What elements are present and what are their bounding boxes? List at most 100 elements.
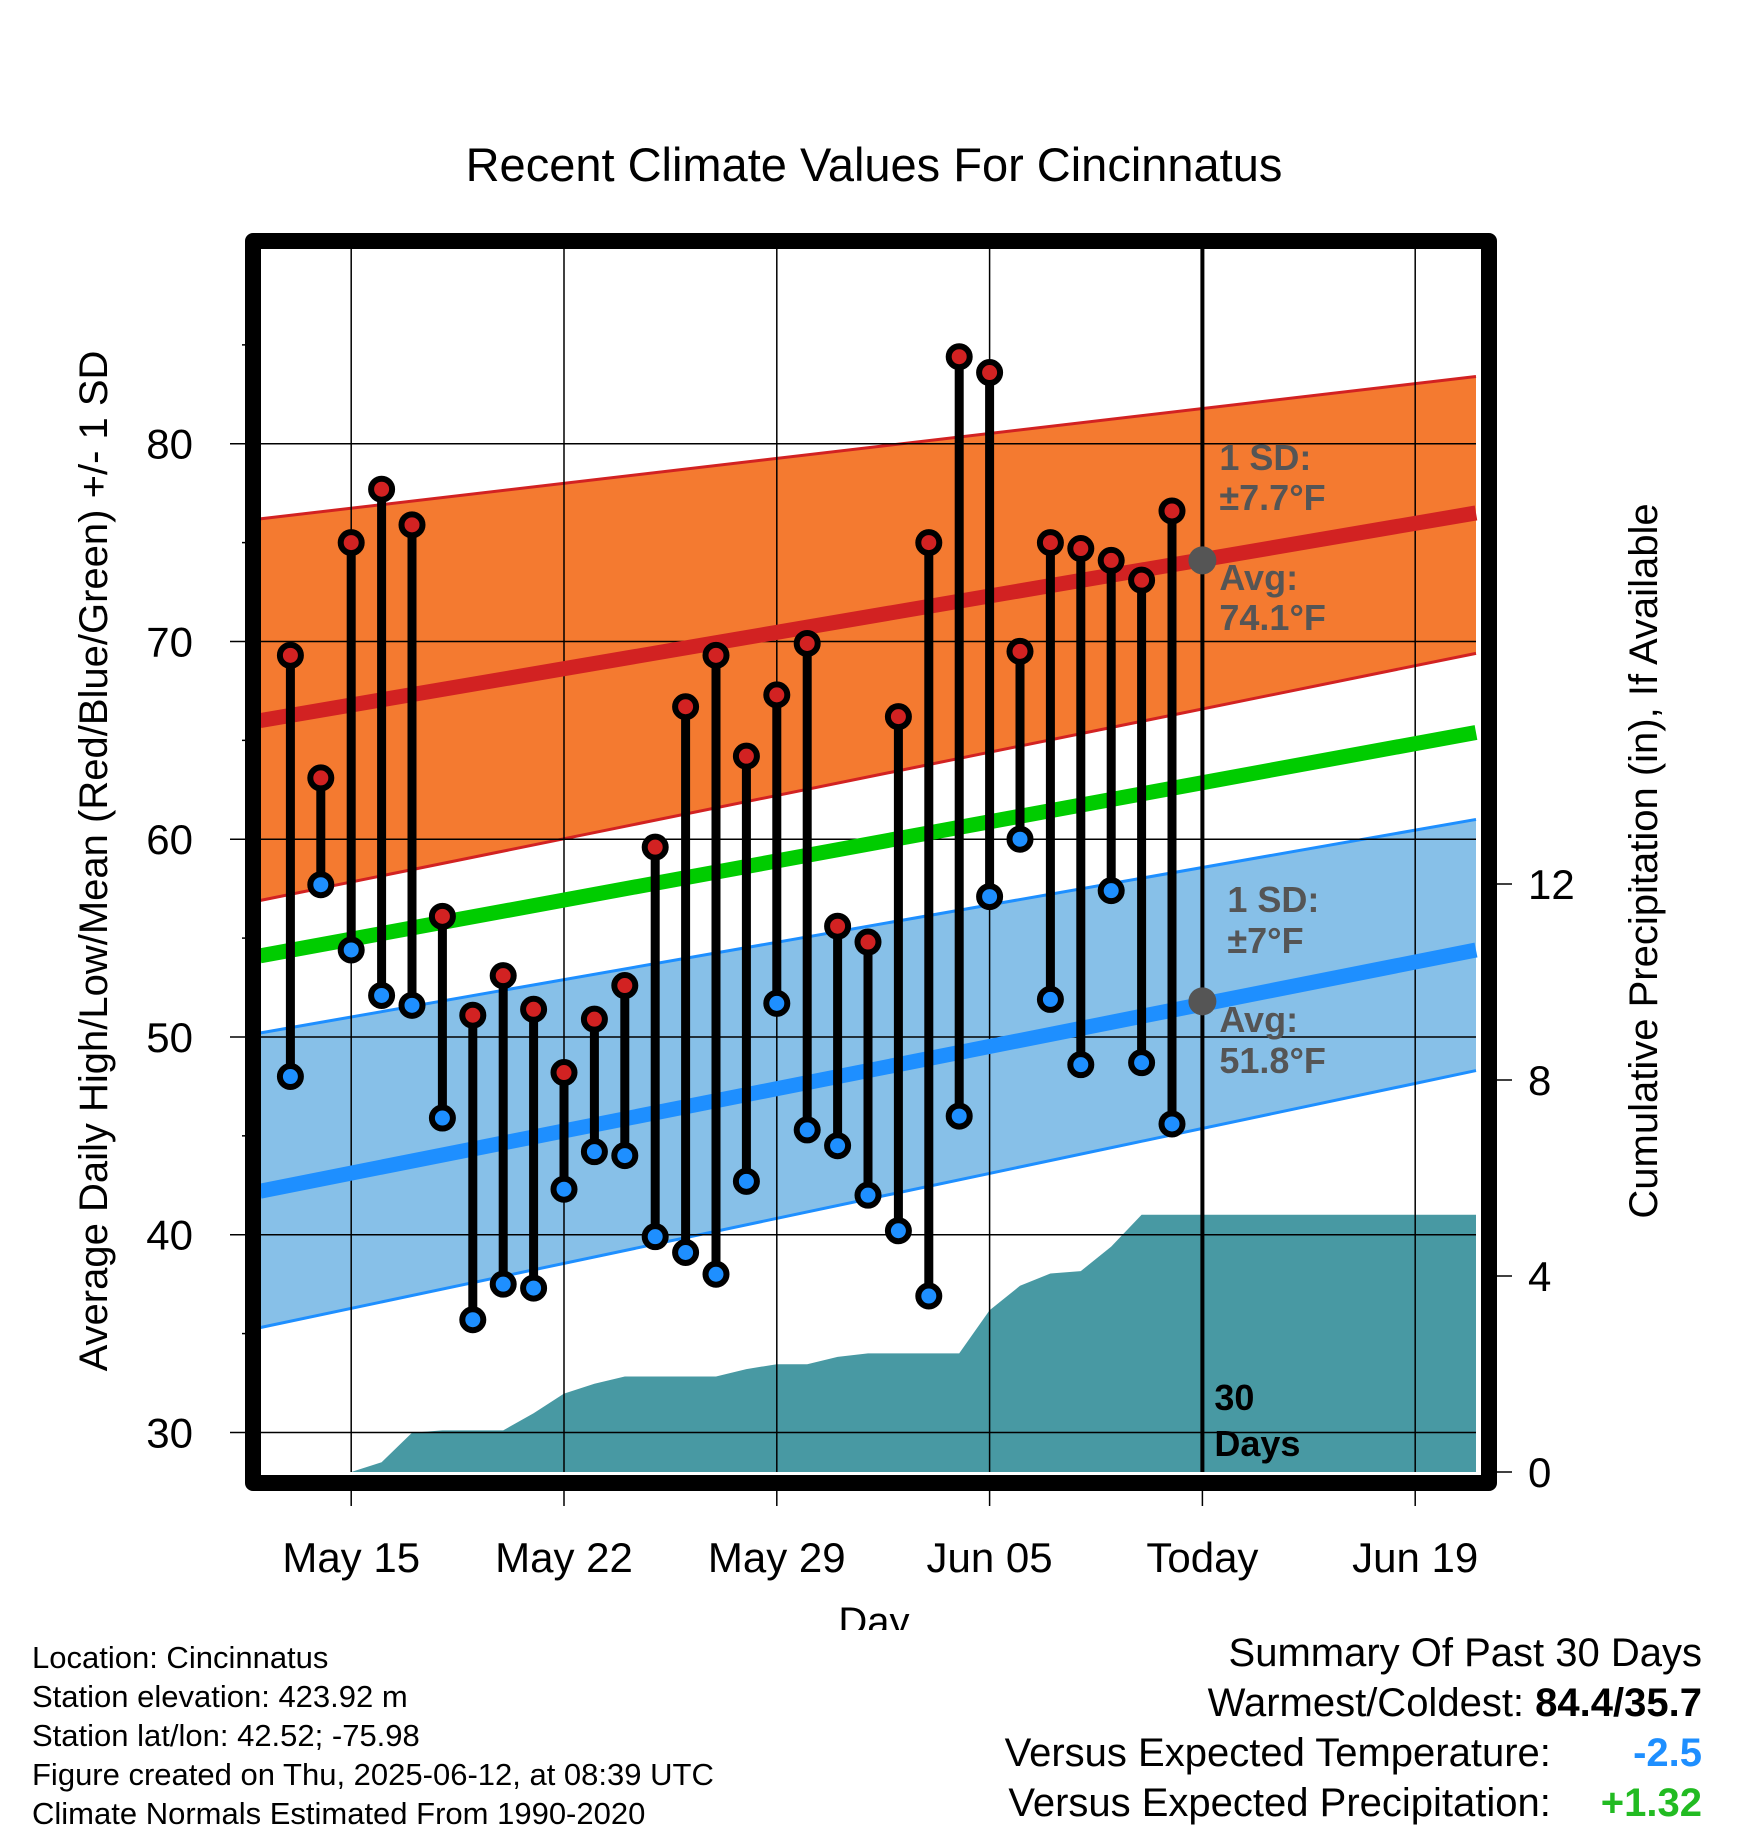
low-point bbox=[1006, 825, 1034, 853]
y-tick-label: 50 bbox=[146, 1014, 193, 1061]
daily-points bbox=[276, 343, 1186, 1334]
summary-precip-value: +1.32 bbox=[1600, 1781, 1702, 1825]
low-point bbox=[976, 883, 1004, 911]
low-point bbox=[307, 871, 335, 899]
high-point bbox=[854, 928, 882, 956]
axes: 30 40 50 60 70 80 0 4 8 12 May 15 May 22 May 29 Jun 0… bbox=[146, 233, 1575, 1581]
high-point bbox=[428, 902, 456, 930]
x-axis-label: Day bbox=[838, 1600, 909, 1630]
low-point bbox=[1067, 1051, 1095, 1079]
low-point bbox=[368, 981, 396, 1009]
high-point bbox=[1006, 637, 1034, 665]
high-point bbox=[368, 475, 396, 503]
low-point bbox=[1128, 1049, 1156, 1077]
y-tick-label: 70 bbox=[146, 618, 193, 665]
low-point bbox=[520, 1274, 548, 1302]
low-point bbox=[854, 1181, 882, 1209]
high-point bbox=[1128, 566, 1156, 594]
high-point bbox=[337, 529, 365, 557]
low-point bbox=[550, 1175, 578, 1203]
summary-heading: Summary Of Past 30 Days bbox=[1228, 1631, 1702, 1675]
high-point bbox=[793, 629, 821, 657]
high-point bbox=[915, 529, 943, 557]
low-sd-title: 1 SD: bbox=[1227, 879, 1319, 920]
high-point bbox=[1097, 546, 1125, 574]
low-point bbox=[1158, 1110, 1186, 1138]
low-avg-value: 51.8°F bbox=[1219, 1040, 1325, 1081]
high-point bbox=[276, 641, 304, 669]
high-point bbox=[641, 833, 669, 861]
high-point bbox=[580, 1005, 608, 1033]
high-point bbox=[976, 359, 1004, 387]
normals-text: Climate Normals Estimated From 1990-2020 bbox=[32, 1796, 646, 1831]
low-point bbox=[1097, 877, 1125, 905]
elevation-text: Station elevation: 423.92 m bbox=[32, 1679, 408, 1714]
climate-chart: Recent Climate Values For Cincinnatus 30… bbox=[72, 138, 1666, 1630]
low-point bbox=[915, 1282, 943, 1310]
low-point bbox=[793, 1116, 821, 1144]
low-point bbox=[489, 1270, 517, 1298]
high-sd-value: ±7.7°F bbox=[1219, 477, 1325, 518]
high-point bbox=[459, 1001, 487, 1029]
summary-warmest-label: Warmest/Coldest: bbox=[1207, 1681, 1525, 1725]
y-tick-label: 30 bbox=[146, 1409, 193, 1456]
high-band-top-edge bbox=[259, 375, 1477, 521]
high-point bbox=[1158, 497, 1186, 525]
high-point bbox=[520, 995, 548, 1023]
low-point bbox=[763, 989, 791, 1017]
high-point bbox=[672, 693, 700, 721]
summary-warmest-row: Warmest/Coldest: 84.4/35.7 bbox=[1005, 1678, 1702, 1728]
y-tick-label: 40 bbox=[146, 1212, 193, 1259]
today-marker: 30 Days bbox=[1188, 246, 1300, 1472]
mean-line bbox=[258, 725, 1478, 964]
created-text: Figure created on Thu, 2025-06-12, at 08… bbox=[32, 1757, 714, 1792]
low-point bbox=[824, 1132, 852, 1160]
today-days-label: Days bbox=[1214, 1423, 1300, 1464]
low-point bbox=[337, 936, 365, 964]
high-point bbox=[884, 703, 912, 731]
today-low-avg-dot bbox=[1188, 987, 1217, 1016]
low-point bbox=[672, 1239, 700, 1267]
high-point bbox=[1067, 535, 1095, 563]
low-point bbox=[276, 1063, 304, 1091]
low-point bbox=[580, 1138, 608, 1166]
low-band-top-edge bbox=[259, 817, 1477, 1035]
daily-range-bars bbox=[285, 356, 1177, 1320]
high-point bbox=[945, 343, 973, 371]
x-tick-label: Today bbox=[1146, 1534, 1258, 1581]
low-point bbox=[459, 1306, 487, 1334]
y2-tick-label: 0 bbox=[1528, 1449, 1551, 1496]
high-point bbox=[489, 962, 517, 990]
summary-precip-row: Versus Expected Precipitation: +1.32 bbox=[1005, 1778, 1702, 1828]
chart-title: Recent Climate Values For Cincinnatus bbox=[466, 138, 1283, 191]
low-point bbox=[611, 1142, 639, 1170]
high-band-bottom-edge bbox=[259, 651, 1477, 902]
low-point bbox=[641, 1223, 669, 1251]
x-tick-label: May 15 bbox=[282, 1534, 420, 1581]
y2-tick-label: 12 bbox=[1528, 861, 1575, 908]
latlon-text: Station lat/lon: 42.52; -75.98 bbox=[32, 1718, 420, 1753]
high-point bbox=[398, 511, 426, 539]
low-point bbox=[884, 1217, 912, 1245]
low-point bbox=[428, 1104, 456, 1132]
low-point bbox=[945, 1102, 973, 1130]
high-point bbox=[702, 641, 730, 669]
high-point bbox=[611, 972, 639, 1000]
x-tick-label: Jun 05 bbox=[927, 1534, 1053, 1581]
high-average-line bbox=[258, 505, 1478, 728]
today-high-avg-dot bbox=[1188, 546, 1217, 575]
y2-tick-label: 8 bbox=[1528, 1057, 1551, 1104]
plot-frame bbox=[245, 233, 1497, 1491]
low-point bbox=[398, 991, 426, 1019]
x-tick-label: Jun 19 bbox=[1352, 1534, 1478, 1581]
station-metadata: Location: Cincinnatus Station elevation:… bbox=[32, 1638, 714, 1833]
y2-axis-label: Cumulative Precipitation (in), If Availa… bbox=[1622, 503, 1666, 1218]
low-sd-value: ±7°F bbox=[1227, 920, 1303, 961]
low-point bbox=[732, 1167, 760, 1195]
location-text: Location: Cincinnatus bbox=[32, 1640, 329, 1675]
low-point bbox=[1036, 985, 1064, 1013]
summary-temp-value: -2.5 bbox=[1633, 1731, 1702, 1775]
high-avg-title: Avg: bbox=[1219, 557, 1298, 598]
y2-tick-label: 4 bbox=[1528, 1253, 1551, 1300]
x-tick-label: May 22 bbox=[495, 1534, 633, 1581]
